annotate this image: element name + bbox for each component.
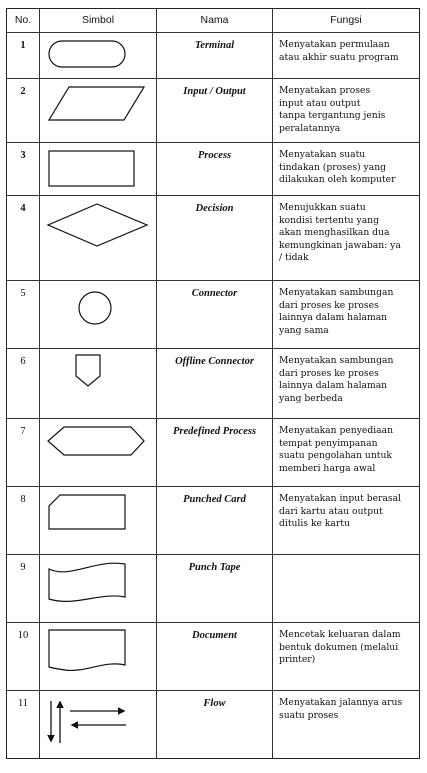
symbol-function: Menyatakan sambungan dari proses ke pros…	[279, 287, 394, 336]
symbol-function: Menyatakan proses input atau output tanp…	[279, 85, 386, 134]
table-row: 5 Connector Menyatakan sambungan dari pr…	[7, 280, 419, 348]
symbol-name: Document	[192, 630, 237, 641]
table-row: 10 Document Mencetak keluaran dalam bent…	[7, 622, 419, 690]
row-number: 7	[20, 426, 26, 437]
symbol-name: Offline Connector	[175, 356, 254, 367]
row-number: 6	[20, 356, 26, 367]
symbol-name: Connector	[191, 288, 238, 299]
table-row: 6 Offline Connector Menyatakan sambungan…	[7, 348, 419, 418]
symbol-name: Punched Card	[183, 494, 246, 505]
symbol-function: Menyatakan penyediaan tempat penyimpanan…	[279, 425, 394, 474]
symbol-function: Menujukkan suatu kondisi tertentu yang a…	[279, 202, 401, 264]
table-row: 9 Punch Tape	[7, 554, 419, 622]
table-row: 1 Terminal Menyatakan permulaan atau akh…	[7, 32, 419, 78]
symbol-function: Menyatakan suatu tindakan (proses) yang …	[279, 149, 396, 186]
symbol-name: Decision	[195, 203, 234, 214]
flow-icon	[47, 700, 126, 743]
flowchart-symbols-table: No. Simbol Nama Fungsi 1 Terminal Menyat…	[6, 8, 420, 759]
predefined-process-icon	[47, 426, 145, 456]
table-row: 11 Flow Menyatakan jalannya arus suatu p…	[7, 690, 419, 758]
row-number: 5	[20, 288, 26, 299]
symbol-function: Menyatakan sambungan dari proses ke pros…	[279, 355, 394, 404]
header-symbol: Simbol	[39, 9, 156, 32]
input-output-icon	[47, 86, 146, 121]
row-number: 1	[20, 40, 26, 51]
row-number: 3	[20, 150, 26, 161]
table-row: 4 Decision Menujukkan suatu kondisi tert…	[7, 195, 419, 280]
decision-icon	[46, 203, 149, 247]
table-row: 7 Predefined Process Menyatakan penyedia…	[7, 418, 419, 486]
symbol-name: Predefined Process	[172, 426, 257, 437]
symbol-function: Menyatakan jalannya arus suatu proses	[279, 697, 403, 721]
process-icon	[48, 150, 135, 187]
table-row: 3 Process Menyatakan suatu tindakan (pro…	[7, 142, 419, 195]
row-number: 2	[20, 86, 26, 97]
header-function: Fungsi	[272, 9, 419, 32]
offline-connector-icon	[75, 354, 101, 387]
symbol-name: Terminal	[194, 40, 235, 51]
table-row: 8 Punched Card Menyatakan input berasal …	[7, 486, 419, 554]
document-icon	[48, 629, 126, 672]
header-no: No.	[14, 14, 32, 26]
header-name: Nama	[156, 9, 272, 32]
symbol-function: Menyatakan permulaan atau akhir suatu pr…	[279, 39, 399, 63]
row-number: 9	[20, 562, 26, 573]
row-number: 8	[20, 494, 26, 505]
symbol-function: Menyatakan input berasal dari kartu atau…	[279, 493, 402, 530]
symbol-name: Process	[197, 150, 232, 161]
symbol-name: Punch Tape	[188, 562, 241, 573]
row-number: 4	[20, 203, 26, 214]
punched-card-icon	[48, 494, 126, 530]
table-header: No. Simbol Nama Fungsi	[7, 9, 419, 32]
symbol-function: Mencetak keluaran dalam bentuk dokumen (…	[279, 629, 401, 666]
row-number: 10	[17, 630, 29, 641]
symbol-name: Flow	[203, 698, 226, 709]
punch-tape-icon	[48, 562, 126, 602]
table-row: 2 Input / Output Menyatakan proses input…	[7, 78, 419, 142]
row-number: 11	[17, 698, 29, 709]
symbol-function	[273, 555, 419, 561]
symbol-name: Input / Output	[183, 86, 246, 97]
connector-icon	[78, 291, 112, 325]
terminal-icon	[48, 40, 126, 68]
